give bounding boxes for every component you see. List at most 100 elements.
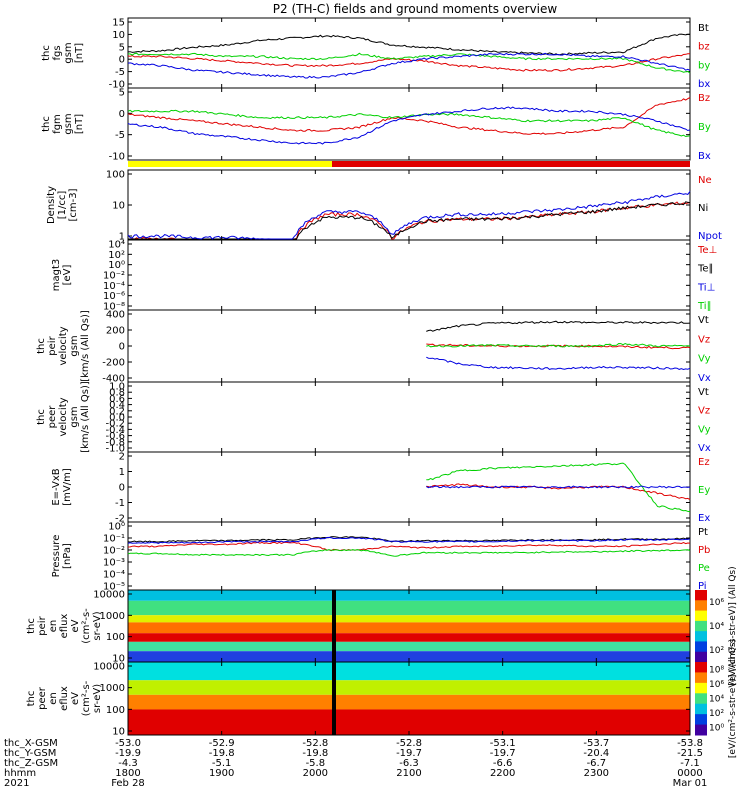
y-tick-label: -0.2 [105, 419, 125, 430]
y-tick-label: 1 [119, 467, 125, 478]
series-Ey-line [426, 462, 691, 513]
ephemeris-value: 1800 [115, 768, 140, 779]
series-Bt-line [127, 33, 691, 56]
ephemeris-value: -5.1 [212, 758, 232, 769]
y-tick-label: 10⁻⁶ [103, 291, 125, 302]
series-Bz-line [127, 97, 691, 135]
y-tick-label: -10 [109, 152, 125, 163]
spectrogram-gap [332, 662, 336, 735]
panel-frame [127, 309, 691, 383]
spectrogram-band-3 [128, 615, 690, 623]
colorbar-tick-label: 10² [709, 646, 724, 656]
legend-Vx: Vx [698, 443, 711, 454]
spectrogram-band-2 [128, 600, 690, 616]
colorbar-segment [695, 662, 707, 673]
panel-3: 100 10 1 Density [1/cc] [cm-3] Ne Ni Npot [46, 169, 722, 243]
legend-Pi: Pi [698, 581, 707, 592]
y-axis-label: [eV] [62, 265, 73, 286]
y-tick-label: -5 [115, 67, 125, 78]
panel-frame [127, 87, 691, 161]
y-tick-label: -2 [115, 514, 125, 525]
y-axis-label: eflux [59, 686, 70, 711]
ephemeris-value: -53.1 [490, 738, 516, 749]
colorbar-segment [695, 620, 707, 632]
ephemeris-value: -19.8 [209, 748, 235, 759]
legend-Ey: Ey [698, 485, 710, 496]
series-Ex-line [426, 485, 691, 489]
y-axis-label: [km/s (All Qs)] [80, 310, 91, 382]
panel-9: 10⁶ 10⁴ 10² 10000 1000 100 10 thc peir en eflux eV(… [26, 566, 738, 685]
ephemeris-value: -52.9 [209, 738, 235, 749]
y-tick-label: 400 [106, 310, 125, 321]
y-axis-label: velocity [58, 397, 69, 436]
y-axis-label: eflux [59, 614, 70, 639]
panel-5: 400 200 0 -200 -400 thc peir velocity gsm [km/s (… [36, 309, 711, 385]
y-tick-label: 10 [112, 727, 125, 738]
spectrogram-band-3 [128, 694, 690, 710]
y-axis-label: peer [47, 405, 58, 429]
ephemeris-value: 0000 [677, 768, 702, 779]
ephemeris-value: -53.8 [677, 738, 703, 749]
panel-frame [127, 381, 691, 453]
legend-Vy: Vy [698, 424, 711, 435]
ephemeris-value: -4.3 [118, 758, 138, 769]
plot-title: P2 (TH-C) fields and ground moments over… [273, 2, 558, 16]
ephemeris-value: Feb 28 [111, 778, 145, 789]
y-axis-label: eV [70, 619, 81, 632]
legend-Vt: Vt [698, 387, 709, 398]
ephemeris-value: -19.8 [302, 748, 328, 759]
series-Bx-line [127, 106, 691, 145]
y-axis-label: thc [36, 338, 47, 354]
legend-Vz: Vz [698, 406, 710, 417]
y-tick-label: -400 [102, 374, 125, 385]
series-bx-line [127, 52, 691, 79]
legend-Vz: Vz [698, 334, 710, 345]
y-tick-label: -1.0 [105, 444, 125, 455]
y-axis-label: (cm²-s- [81, 680, 92, 716]
colorbar-segment [695, 724, 707, 736]
y-tick-label: 10⁻⁴ [103, 570, 125, 581]
y-axis-label: Pressure [51, 535, 62, 578]
ephemeris-value: -53.7 [583, 738, 609, 749]
colorbar-tick-label: 10⁶ [709, 598, 724, 608]
y-tick-label: 10000 [93, 590, 125, 601]
y-tick-label: 10⁻¹ [103, 534, 125, 545]
legend-Pe: Pe [698, 563, 710, 574]
y-axis-label: [1/cc] [57, 191, 68, 220]
y-tick-label: 1000 [100, 611, 125, 622]
series-Vy-line [426, 342, 691, 348]
ephemeris-value: -5.8 [306, 758, 326, 769]
y-tick-label: 10⁻⁸ [103, 302, 125, 313]
legend-Npot: Npot [698, 231, 722, 242]
colorbar-segment [695, 693, 707, 705]
y-axis-label: en [48, 692, 59, 705]
ephemeris-value: -52.8 [396, 738, 422, 749]
ephemeris-row-label: hhmm [4, 768, 36, 779]
legend-by: by [698, 60, 710, 71]
legend-Ne: Ne [698, 175, 712, 186]
spectrogram-band-4 [128, 709, 690, 735]
series-By-line [127, 109, 691, 138]
y-tick-label: 10⁻⁴ [103, 281, 125, 292]
legend-Ti⊥: Ti⊥ [697, 282, 715, 293]
colorbar-segment [695, 682, 707, 694]
y-tick-label: 10⁻³ [103, 558, 125, 569]
legend-Bx: Bx [698, 151, 711, 162]
ephemeris-value: -19.9 [115, 748, 141, 759]
ephemeris-value: 2200 [490, 768, 515, 779]
y-axis-label: fgm [52, 114, 63, 134]
y-tick-label: -1 [115, 498, 125, 509]
y-axis-label: velocity [58, 326, 69, 365]
y-tick-label: 10 [112, 30, 125, 41]
panel-6: 1.00.80.60.40.20.0-0.2-0.4-0.6-0.8-1.0 th… [36, 381, 711, 454]
y-axis-label: thc [26, 691, 37, 707]
ephemeris-value: -6.6 [493, 758, 513, 769]
y-axis-label: fgs [52, 45, 63, 60]
y-tick-label: -0.8 [105, 437, 125, 448]
spectrogram-gap [332, 590, 336, 662]
colorbar-tick-label: 10⁴ [709, 695, 724, 705]
colorbar-segment [695, 610, 707, 622]
series-Npot-line [127, 191, 691, 240]
